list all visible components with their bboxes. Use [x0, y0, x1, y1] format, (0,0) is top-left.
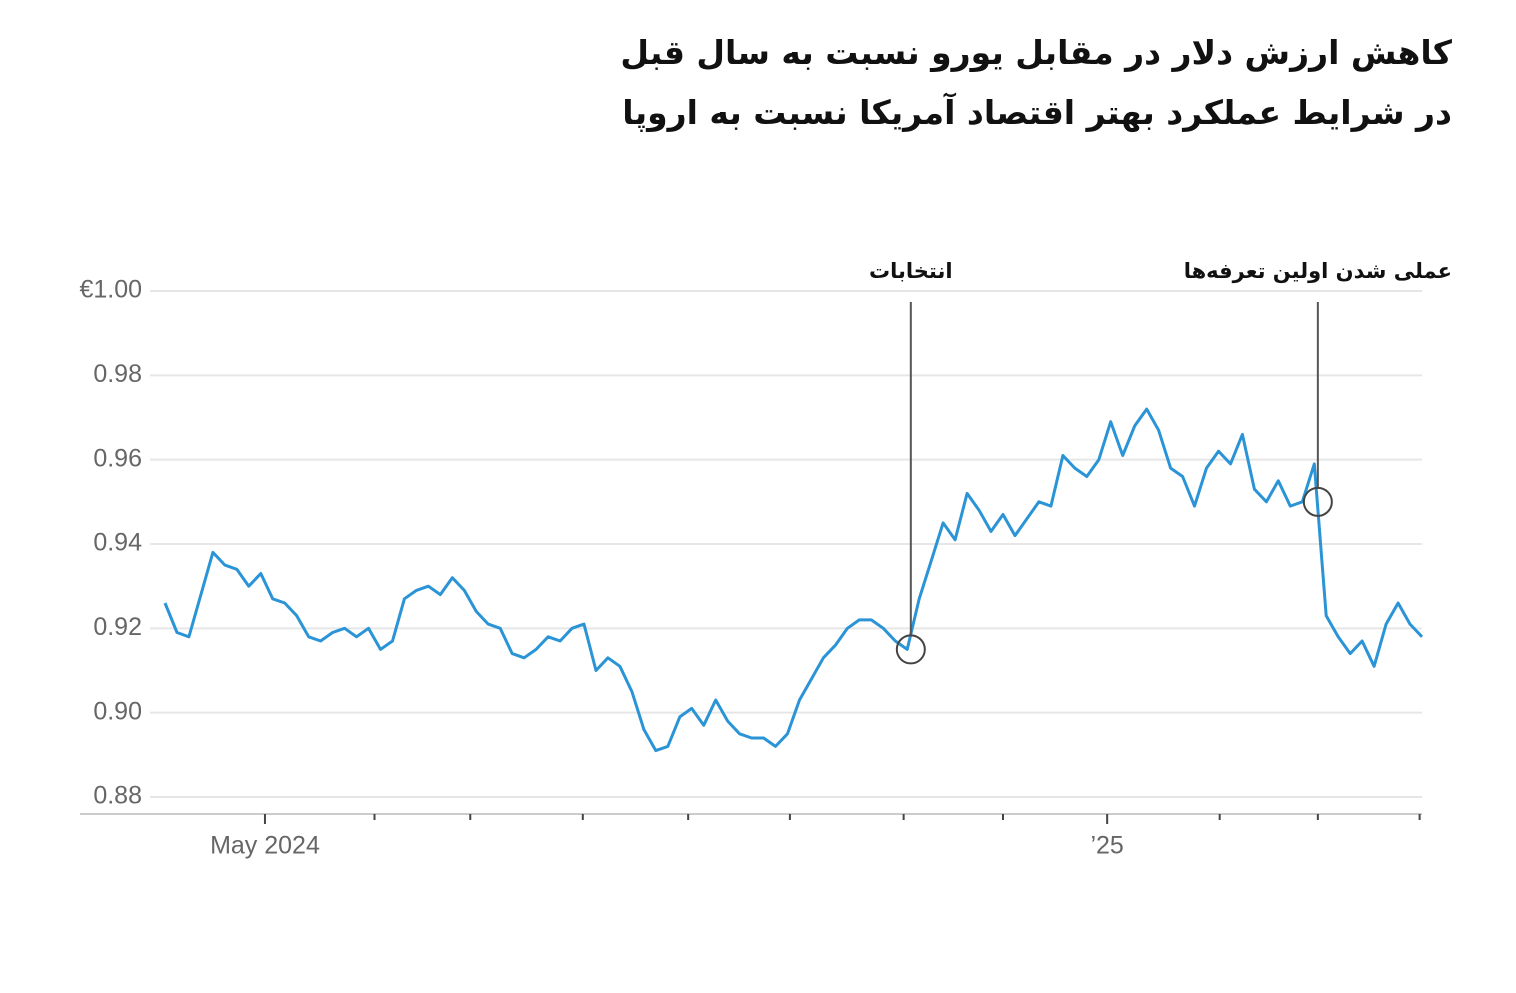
annotation-marker	[1302, 486, 1333, 517]
x-tick-label: May 2024	[210, 832, 320, 860]
y-tick-label: 0.88	[93, 782, 142, 810]
data-line	[163, 407, 1424, 753]
chart-title: کاهش ارزش دلار در مقابل یورو نسبت به سال…	[620, 33, 1452, 73]
annotation-label: عملی شدن اولین تعرفه‌ها	[1184, 259, 1452, 283]
chart-title: در شرایط عملکرد بهتر اقتصاد آمریکا نسبت …	[622, 92, 1452, 133]
y-tick-label: 0.92	[93, 613, 142, 641]
x-tick-label: ’25	[1090, 832, 1123, 860]
annotation-marker	[895, 634, 926, 665]
y-tick-label: €1.00	[79, 276, 142, 304]
y-tick-label: 0.98	[93, 360, 142, 388]
y-tick-label: 0.94	[93, 529, 142, 557]
annotation-label: انتخابات	[869, 259, 953, 283]
y-tick-label: 0.96	[93, 444, 142, 472]
y-tick-label: 0.90	[93, 697, 142, 725]
